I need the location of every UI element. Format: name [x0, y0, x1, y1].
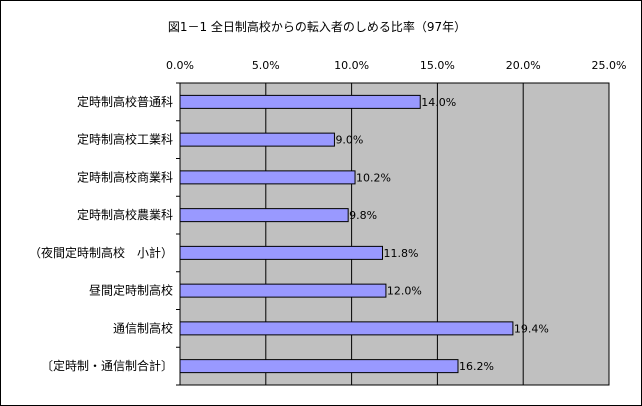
category-label: （夜間定時制高校 小計）	[29, 245, 173, 260]
chart-title: 図1－1 全日制高校からの転入者のしめる比率（97年）	[168, 19, 466, 34]
bar	[179, 170, 356, 185]
bars	[179, 94, 514, 374]
data-label: 9.8%	[349, 209, 377, 222]
bar	[179, 208, 349, 223]
bar	[179, 245, 383, 260]
data-label: 11.8%	[383, 247, 418, 260]
bar	[179, 94, 421, 109]
x-tick-label: 15.0%	[420, 59, 455, 72]
category-label: 昼間定時制高校	[89, 283, 173, 298]
data-label: 10.2%	[356, 171, 391, 184]
category-label: 定時制高校商業科	[77, 169, 173, 184]
plot-area	[179, 82, 610, 386]
x-axis-ticks: 0.0% 5.0% 10.0% 15.0% 20.0% 25.0%	[166, 59, 626, 72]
category-label: 〔定時制・通信制合計〕	[41, 358, 173, 373]
x-tick-label: 20.0%	[506, 59, 541, 72]
data-label: 14.0%	[421, 96, 456, 109]
category-label: 定時制高校農業科	[77, 207, 173, 222]
bar	[179, 283, 387, 298]
x-tick-label: 0.0%	[166, 59, 194, 72]
x-tick-label: 5.0%	[252, 59, 280, 72]
data-label: 19.4%	[514, 322, 549, 335]
x-tick-label: 10.0%	[334, 59, 369, 72]
data-label: 16.2%	[459, 360, 494, 373]
category-label: 通信制高校	[113, 320, 173, 335]
bar	[179, 321, 514, 336]
x-tick-label: 25.0%	[592, 59, 627, 72]
category-label: 定時制高校普通科	[77, 94, 173, 109]
bar	[179, 132, 335, 147]
data-label: 9.0%	[335, 134, 363, 147]
data-label: 12.0%	[387, 285, 422, 298]
category-label: 定時制高校工業科	[77, 132, 173, 147]
bar	[179, 359, 459, 374]
data-labels: 14.0% 9.0% 10.2% 9.8% 11.8% 12.0% 19.4% 16.2%	[335, 96, 548, 373]
